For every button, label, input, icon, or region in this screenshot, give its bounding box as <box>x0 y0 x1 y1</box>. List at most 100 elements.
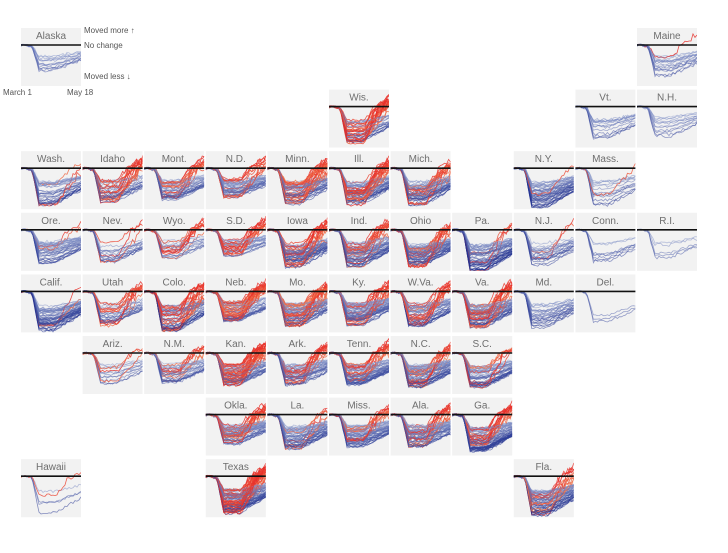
county-lines <box>575 163 636 207</box>
legend-start-date: March 1 <box>3 88 32 97</box>
county-line <box>82 290 143 323</box>
county-line <box>82 348 143 370</box>
state-label: Del. <box>597 277 615 288</box>
legend-moved-less: Moved less ↓ <box>84 72 131 81</box>
state-tile-ri: R.I. <box>637 212 697 271</box>
state-tile-kan: Kan. <box>205 336 266 394</box>
county-line <box>267 229 328 259</box>
state-tile-la: La. <box>267 397 328 456</box>
county-line <box>390 224 451 269</box>
county-line <box>637 229 697 260</box>
state-label: Texas <box>223 462 249 473</box>
state-tile-ore: Ore. <box>21 212 81 271</box>
county-line <box>82 228 143 259</box>
state-label: S.D. <box>226 216 245 227</box>
state-label: Okla. <box>224 401 247 412</box>
county-line <box>267 351 328 386</box>
state-tile-wis: Wis. <box>329 89 389 148</box>
state-label: Maine <box>653 31 681 42</box>
county-line <box>205 407 266 444</box>
tile-background <box>637 89 697 148</box>
county-line <box>329 228 389 245</box>
state-label: Mass. <box>592 154 619 165</box>
county-line <box>513 290 574 321</box>
state-tile-maine: Maine <box>637 28 697 86</box>
county-line <box>21 167 81 185</box>
county-line <box>205 351 266 377</box>
state-tile-fla: Fla. <box>513 459 574 518</box>
state-label: Vt. <box>599 93 611 104</box>
county-line <box>329 105 389 124</box>
county-line <box>21 228 81 265</box>
county-line <box>205 413 266 435</box>
county-line <box>575 163 636 197</box>
state-label: Ore. <box>41 216 60 227</box>
state-label: W.Va. <box>408 277 434 288</box>
county-line <box>390 413 451 440</box>
county-line <box>205 229 266 242</box>
state-tile-ark: Ark. <box>267 336 328 394</box>
state-tile-ind: Ind. <box>329 212 389 271</box>
county-line <box>144 228 205 251</box>
state-label: N.D. <box>226 154 246 165</box>
state-tile-neb: Neb. <box>205 274 266 333</box>
county-lines <box>513 289 574 330</box>
state-label: N.M. <box>164 339 185 350</box>
county-line <box>205 286 266 322</box>
state-label: Ala. <box>412 401 429 412</box>
county-line <box>390 352 451 369</box>
county-line <box>267 413 328 449</box>
county-line <box>390 404 451 442</box>
county-lines <box>390 221 451 269</box>
state-tile-ala: Ala. <box>390 397 451 456</box>
state-label: La. <box>290 401 304 412</box>
county-line <box>513 228 574 251</box>
state-label: Miss. <box>347 401 370 412</box>
county-line <box>21 44 81 69</box>
legend-no-change: No change <box>84 41 123 50</box>
state-label: Ariz. <box>103 339 123 350</box>
state-label: Hawaii <box>36 462 66 473</box>
tile-background <box>575 274 636 333</box>
county-line <box>513 167 574 194</box>
county-lines <box>390 280 451 328</box>
state-label: R.I. <box>659 216 675 227</box>
county-line <box>205 475 266 502</box>
state-tile-nev: Nev. <box>82 212 143 271</box>
state-label: N.Y. <box>535 154 553 165</box>
state-label: Mont. <box>162 154 187 165</box>
county-line <box>575 290 636 317</box>
county-lines <box>329 94 389 145</box>
county-line <box>267 225 328 267</box>
state-tile-okla: Okla. <box>205 397 266 456</box>
state-label: Kan. <box>226 339 247 350</box>
county-line <box>144 351 205 368</box>
state-tile-nc: N.C. <box>390 336 451 394</box>
state-label: Neb. <box>225 277 246 288</box>
state-tile-ohio: Ohio <box>390 212 451 271</box>
state-label: Ind. <box>351 216 368 227</box>
state-label: Ill. <box>354 154 364 165</box>
county-lines <box>575 105 636 140</box>
state-tile-ny: N.Y. <box>513 151 574 210</box>
state-label: Pa. <box>475 216 490 227</box>
county-line <box>267 290 328 315</box>
state-tile-sc: S.C. <box>452 336 513 394</box>
state-label: Va. <box>475 277 489 288</box>
state-tile-mich: Mich. <box>390 151 451 210</box>
state-tile-nj: N.J. <box>513 212 574 271</box>
state-tile-mont: Mont. <box>144 151 205 210</box>
state-tile-alaska: Alaska <box>21 28 81 86</box>
county-line <box>21 167 81 199</box>
county-line <box>82 350 143 383</box>
state-tile-nh: N.H. <box>637 89 697 148</box>
state-tile-tenn: Tenn. <box>329 336 389 394</box>
county-line <box>575 105 636 139</box>
county-line <box>575 290 636 324</box>
state-label: N.H. <box>657 93 677 104</box>
state-tile-ga: Ga. <box>452 397 513 456</box>
state-label: Mo. <box>289 277 306 288</box>
state-label: Tenn. <box>347 339 371 350</box>
state-label: Wis. <box>349 93 368 104</box>
state-label: Minn. <box>285 154 309 165</box>
